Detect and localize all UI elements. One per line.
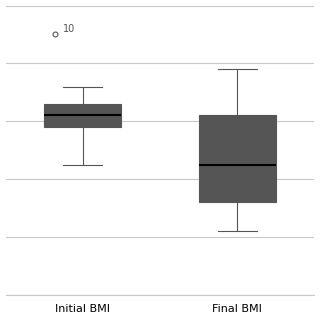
Text: 10: 10: [63, 24, 75, 35]
PathPatch shape: [44, 104, 121, 127]
PathPatch shape: [199, 116, 276, 202]
